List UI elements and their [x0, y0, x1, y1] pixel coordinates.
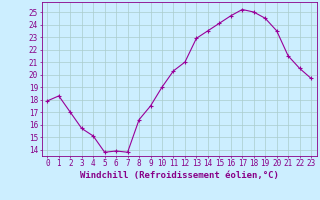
X-axis label: Windchill (Refroidissement éolien,°C): Windchill (Refroidissement éolien,°C)	[80, 171, 279, 180]
